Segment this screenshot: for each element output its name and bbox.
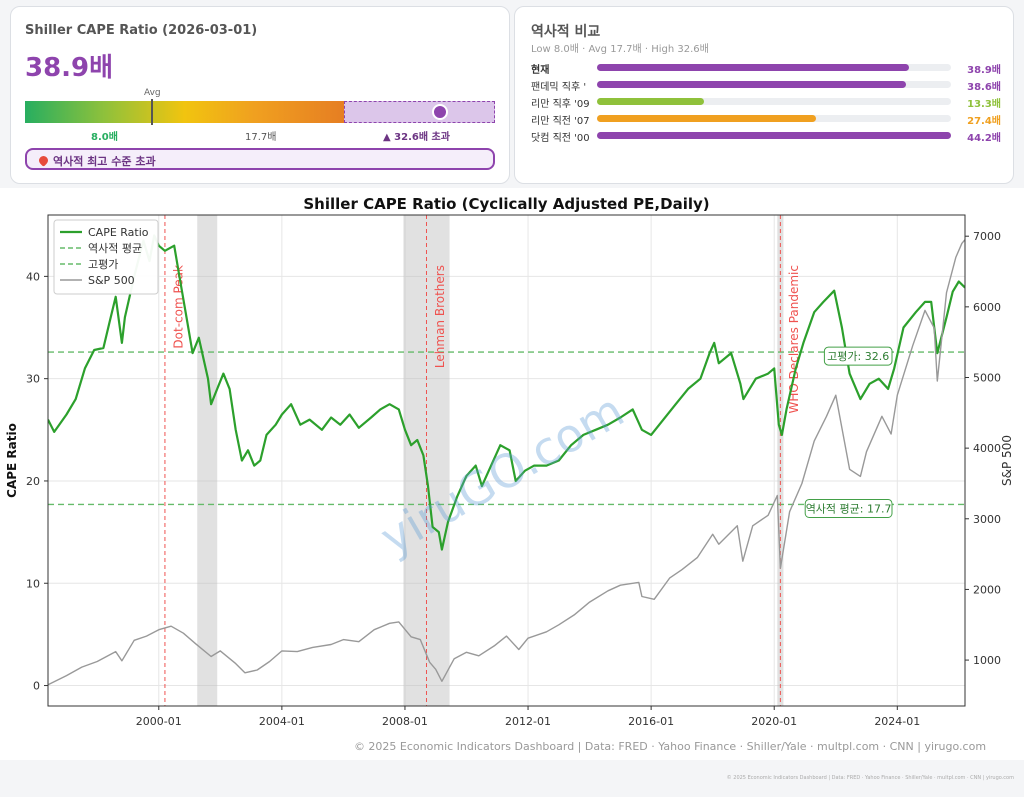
event-label: Lehman Brothers bbox=[433, 265, 447, 368]
y2-tick-label: 4000 bbox=[973, 442, 1001, 455]
chart-title: Shiller CAPE Ratio (Cyclically Adjusted … bbox=[303, 195, 709, 213]
gauge-card: Shiller CAPE Ratio (2026-03-01) 38.9배 Av… bbox=[10, 6, 510, 184]
comparison-track bbox=[597, 98, 951, 105]
y-tick-label: 30 bbox=[26, 373, 40, 386]
comparison-bar bbox=[597, 81, 907, 88]
valuation-gauge: Avg bbox=[25, 88, 495, 125]
current-value: 38.9배 bbox=[25, 53, 114, 83]
legend-label: CAPE Ratio bbox=[88, 226, 149, 239]
gauge-current-marker bbox=[432, 104, 449, 120]
comparison-row-value: 38.6배 bbox=[967, 82, 1001, 93]
comparison-row-label: 닷컴 직전 '00 bbox=[531, 133, 590, 144]
comparison-track bbox=[597, 115, 951, 122]
gauge-low-label: 8.0배 bbox=[91, 132, 118, 143]
y2-tick-label: 1000 bbox=[973, 654, 1001, 667]
event-label: WHO Declares Pandemic bbox=[787, 265, 801, 413]
comparison-bar bbox=[597, 98, 704, 105]
reference-label: 역사적 평균: 17.7 bbox=[806, 502, 892, 515]
comparison-row-label: 현재 bbox=[531, 65, 550, 76]
cape-chart-svg: Shiller CAPE Ratio (Cyclically Adjusted … bbox=[5, 195, 1014, 753]
gauge-title: Shiller CAPE Ratio (2026-03-01) bbox=[25, 23, 258, 38]
comparison-title: 역사적 비교 bbox=[531, 24, 601, 40]
footer-small: © 2025 Economic Indicators Dashboard | D… bbox=[726, 775, 1014, 781]
x-tick-label: 2012-01 bbox=[505, 715, 551, 728]
comparison-row: 닷컴 직전 '00 44.2배 bbox=[531, 127, 1001, 144]
x-tick-label: 2008-01 bbox=[382, 715, 428, 728]
comparison-row: 현재 38.9배 bbox=[531, 59, 1001, 76]
comparison-subtitle: Low 8.0배 · Avg 17.7배 · High 32.6배 bbox=[531, 44, 709, 55]
y-axis-label: CAPE Ratio bbox=[5, 423, 19, 498]
comparison-row-value: 38.9배 bbox=[967, 65, 1001, 76]
status-badge-text: 역사적 최고 수준 초과 bbox=[53, 155, 156, 168]
event-label: Dot-com Peak bbox=[171, 265, 185, 349]
x-tick-label: 2020-01 bbox=[751, 715, 797, 728]
plot-frame bbox=[47, 214, 966, 707]
comparison-row: 리만 직후 '09 13.3배 bbox=[531, 93, 1001, 110]
legend-box bbox=[53, 219, 159, 295]
comparison-track bbox=[597, 81, 951, 88]
comparison-row-value: 13.3배 bbox=[967, 99, 1001, 110]
alert-icon bbox=[37, 154, 50, 167]
y2-tick-label: 5000 bbox=[973, 371, 1001, 384]
shaded-period bbox=[197, 215, 218, 706]
cape-chart: Shiller CAPE Ratio (Cyclically Adjusted … bbox=[0, 188, 1024, 760]
cape-line bbox=[48, 234, 965, 551]
status-badge: 역사적 최고 수준 초과 bbox=[25, 148, 495, 170]
comparison-row: 팬데믹 직후 ' 38.6배 bbox=[531, 76, 1001, 93]
y-tick-label: 40 bbox=[26, 270, 40, 283]
y2-tick-label: 3000 bbox=[973, 513, 1001, 526]
reference-label-box bbox=[804, 498, 893, 518]
comparison-bar bbox=[597, 115, 817, 122]
chart-footer: © 2025 Economic Indicators Dashboard | D… bbox=[354, 740, 986, 753]
footer-band: © 2025 Economic Indicators Dashboard | D… bbox=[0, 760, 1024, 797]
reference-label-box bbox=[823, 346, 893, 366]
y-tick-label: 0 bbox=[33, 680, 40, 693]
x-tick-label: 2000-01 bbox=[136, 715, 182, 728]
comparison-row-label: 팬데믹 직후 ' bbox=[531, 82, 587, 93]
comparison-bar bbox=[597, 64, 909, 71]
comparison-bar bbox=[597, 132, 951, 139]
comparison-row-label: 리만 직전 '07 bbox=[531, 116, 590, 127]
legend-label: 역사적 평균 bbox=[88, 242, 142, 255]
y2-tick-label: 6000 bbox=[973, 301, 1001, 314]
y-tick-label: 10 bbox=[26, 577, 40, 590]
comparison-row-value: 44.2배 bbox=[967, 133, 1001, 144]
gauge-overvalued-extension bbox=[344, 101, 495, 123]
legend-label: 고평가 bbox=[88, 258, 118, 271]
comparison-row: 리만 직전 '07 27.4배 bbox=[531, 110, 1001, 127]
y2-tick-label: 2000 bbox=[973, 583, 1001, 596]
x-tick-label: 2016-01 bbox=[628, 715, 674, 728]
y-tick-label: 20 bbox=[26, 475, 40, 488]
gauge-avg-label: Avg bbox=[143, 88, 161, 98]
gauge-avg-marker bbox=[150, 99, 153, 125]
comparison-track bbox=[597, 64, 951, 71]
comparison-card: 역사적 비교 Low 8.0배 · Avg 17.7배 · High 32.6배… bbox=[514, 6, 1014, 184]
legend-label: S&P 500 bbox=[88, 274, 135, 287]
comparison-track bbox=[597, 132, 951, 139]
gauge-avg-value-label: 17.7배 bbox=[245, 132, 277, 143]
y2-tick-label: 7000 bbox=[973, 230, 1001, 243]
sp500-line bbox=[48, 239, 965, 686]
reference-label: 고평가: 32.6 bbox=[827, 350, 889, 363]
x-tick-label: 2004-01 bbox=[259, 715, 305, 728]
y2-axis-label: S&P 500 bbox=[1000, 435, 1014, 486]
x-tick-label: 2024-01 bbox=[874, 715, 920, 728]
comparison-row-label: 리만 직후 '09 bbox=[531, 99, 590, 110]
gauge-high-label: ▲ 32.6배 초과 bbox=[383, 132, 450, 143]
gauge-fill bbox=[25, 101, 345, 123]
comparison-row-value: 27.4배 bbox=[967, 116, 1001, 127]
